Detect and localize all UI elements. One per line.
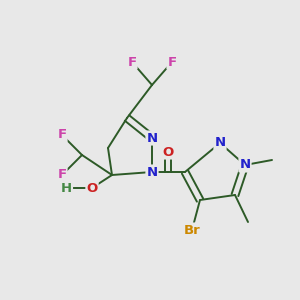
Text: F: F [57,169,67,182]
Text: N: N [146,131,158,145]
Text: O: O [162,146,174,158]
Text: F: F [167,56,177,68]
Text: N: N [146,166,158,178]
Text: F: F [128,56,136,68]
Text: O: O [86,182,98,194]
Text: F: F [57,128,67,142]
Text: Br: Br [184,224,200,236]
Text: N: N [214,136,226,149]
Text: N: N [239,158,250,172]
Text: H: H [61,182,72,194]
